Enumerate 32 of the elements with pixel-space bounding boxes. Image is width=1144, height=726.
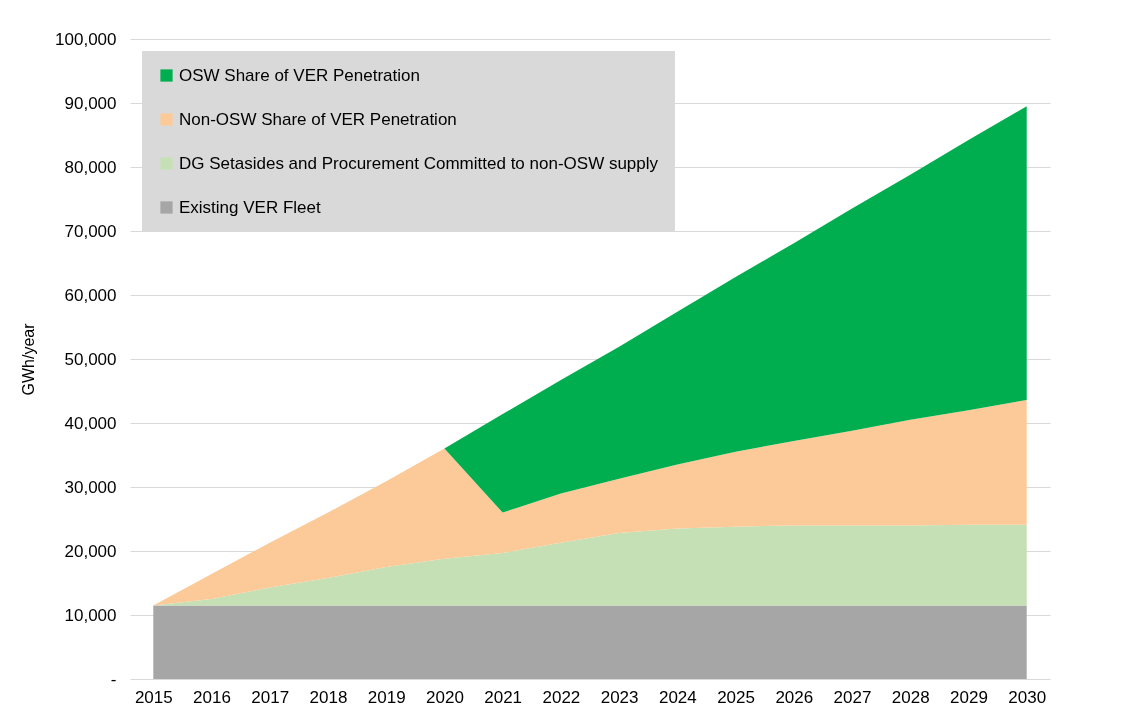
y-axis-title: GWh/year: [20, 322, 38, 396]
x-tick-label: 2026: [775, 687, 814, 707]
x-tick-label: 2028: [891, 687, 930, 707]
y-tick-label: 60,000: [64, 285, 117, 305]
x-tick-label: 2025: [717, 687, 755, 707]
x-tick-label: 2016: [193, 687, 231, 707]
y-tick-label: 100,000: [55, 29, 117, 49]
x-tick-label: 2022: [542, 687, 581, 707]
x-tick-label: 2024: [658, 687, 697, 707]
x-tick-label: 2019: [367, 687, 406, 707]
x-tick-label: 2030: [1008, 687, 1047, 707]
y-tick-label: 30,000: [64, 477, 117, 497]
legend-label: Existing VER Fleet: [179, 197, 321, 217]
y-tick-label: 50,000: [64, 349, 117, 369]
y-tick-label: 80,000: [64, 157, 117, 177]
x-tick-label: 2029: [950, 687, 988, 707]
y-tick-label: 70,000: [64, 221, 117, 241]
x-tick-label: 2023: [600, 687, 639, 707]
x-tick-label: 2021: [484, 687, 523, 707]
x-tick-label: 2027: [833, 687, 872, 707]
x-tick-label: 2015: [134, 687, 173, 707]
legend-label: DG Setasides and Procurement Committed to non-OSW supply: [179, 153, 659, 173]
x-tick-label: 2018: [309, 687, 348, 707]
legend-label: OSW Share of VER Penetration: [179, 65, 420, 85]
legend-label: Non-OSW Share of VER Penetration: [179, 109, 457, 129]
y-tick-label: 90,000: [64, 93, 117, 113]
x-tick-label: 2020: [426, 687, 464, 707]
y-tick-label: 10,000: [64, 605, 117, 625]
y-tick-label: -: [110, 669, 117, 689]
x-tick-label: 2017: [251, 687, 290, 707]
y-tick-label: 40,000: [64, 413, 117, 433]
y-tick-label: 20,000: [64, 541, 117, 561]
